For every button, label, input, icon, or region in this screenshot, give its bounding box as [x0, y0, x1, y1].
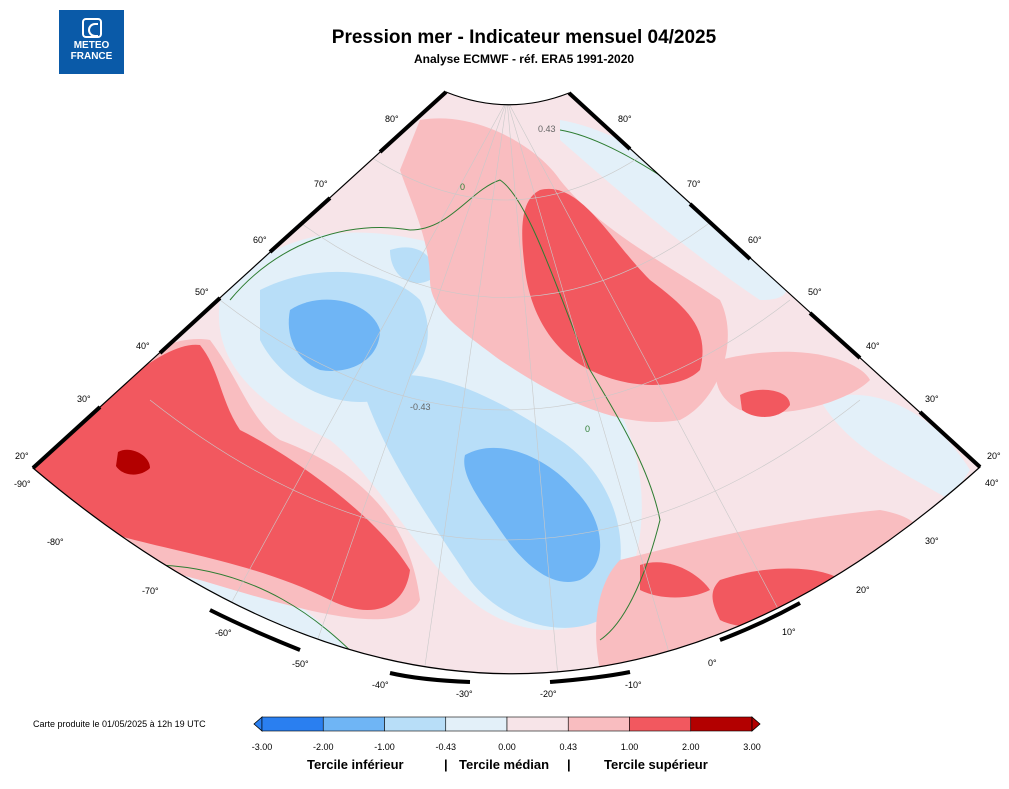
- colorbar-tick-label: -0.43: [435, 742, 457, 752]
- lat-label-left: 50°: [195, 287, 209, 297]
- lon-label: 40°: [985, 478, 999, 488]
- lon-label: 30°: [925, 536, 939, 546]
- colorbar-cell: [629, 716, 692, 732]
- lat-label-left: 60°: [253, 235, 267, 245]
- colorbar-cell: [690, 716, 753, 732]
- latitude-labels: 20° 30° 40° 50° 60° 70° 80° 80° 70° 60° …: [15, 114, 1001, 461]
- lat-label-right: 80°: [618, 114, 632, 124]
- lon-label: 20°: [856, 585, 870, 595]
- colorbar-cell: [322, 716, 385, 732]
- zero-contour-main: [229, 179, 661, 641]
- colorbar: [253, 716, 761, 732]
- map-subtitle: Analyse ECMWF - réf. ERA5 1991-2020: [413, 52, 635, 66]
- lon-label: -70°: [142, 586, 159, 596]
- colorbar-tick-label: 0.00: [498, 742, 516, 752]
- logo-mark-icon: [81, 18, 102, 38]
- colorbar-cell: [261, 716, 324, 732]
- colorbar-tick-label: 1.00: [620, 742, 639, 752]
- colorbar-cell: [567, 716, 630, 732]
- lat-label-left: 80°: [385, 114, 399, 124]
- contour-label: 0: [585, 424, 590, 434]
- greenland-lower-tercile-region: [390, 247, 433, 284]
- colorbar-tick-label: -2.00: [312, 742, 334, 752]
- category-separator: |: [444, 757, 448, 772]
- lat-label-right: 60°: [748, 235, 762, 245]
- lon-label: -50°: [292, 659, 309, 669]
- lat-label-left: 20°: [15, 451, 29, 461]
- lat-label-right: 30°: [925, 394, 939, 404]
- scandinavia-high-region: [522, 188, 703, 385]
- upper-tercile-label: Tercile supérieur: [604, 757, 708, 772]
- lower-tercile-label: Tercile inférieur: [307, 757, 404, 772]
- contour-label: 0.43: [538, 124, 556, 134]
- colorbar-tick-label: 2.00: [681, 742, 700, 752]
- balkan-high-region: [740, 389, 790, 417]
- category-separator: |: [567, 757, 571, 772]
- longitude-labels: -90° -80° -70° -60° -50° -40° -30° -20° …: [14, 478, 999, 699]
- lon-label: -10°: [625, 680, 642, 690]
- lat-label-right: 50°: [808, 287, 822, 297]
- lat-label-left: 70°: [314, 179, 328, 189]
- southwest-atlantic-high-region: [33, 344, 410, 610]
- lon-label: 10°: [782, 627, 796, 637]
- lat-label-right: 20°: [987, 451, 1001, 461]
- mid-atlantic-low-region: [464, 447, 601, 582]
- contour-label: -0.43: [410, 402, 431, 412]
- lon-label: -20°: [540, 689, 557, 699]
- map-title: Pression mer - Indicateur mensuel 04/202…: [331, 27, 717, 48]
- zero-contour-southwest: [159, 564, 361, 661]
- lon-label: -60°: [215, 628, 232, 638]
- gulf-high-region: [116, 449, 150, 475]
- lat-label-right: 70°: [687, 179, 701, 189]
- colorbar-tick-label: -1.00: [374, 742, 395, 752]
- production-credit: Carte produite le 01/05/2025 à 12h 19 UT…: [33, 719, 206, 729]
- colorbar-tick-label: -3.00: [251, 742, 273, 752]
- anomaly-field: [33, 92, 980, 674]
- colorbar-cell: [384, 716, 447, 732]
- logo-line-2: FRANCE: [70, 51, 113, 62]
- lon-label: -90°: [14, 479, 31, 489]
- meteo-france-logo: METEO FRANCE: [59, 10, 124, 74]
- colorbar-cell: [506, 716, 569, 732]
- lat-label-left: 40°: [136, 341, 150, 351]
- frame-ticks: [31, 90, 982, 684]
- lat-label-left: 30°: [77, 394, 91, 404]
- labrador-low-region: [288, 299, 380, 371]
- east-lower-median-region: [820, 394, 970, 500]
- logo-line-1: METEO: [73, 40, 110, 51]
- colorbar-cell: [445, 716, 508, 732]
- map-frame: [32, 91, 981, 675]
- lon-label: 0°: [708, 658, 717, 668]
- lon-label: -40°: [372, 680, 389, 690]
- colorbar-tick-label: 3.00: [743, 742, 761, 752]
- lon-label: -80°: [47, 537, 64, 547]
- libya-high-region: [712, 568, 840, 627]
- lon-label: -30°: [456, 689, 473, 699]
- lat-label-right: 40°: [866, 341, 880, 351]
- colorbar-tick-label: 0.43: [559, 742, 578, 752]
- contour-labels: 0 0 -0.43 0.43: [410, 124, 590, 434]
- colorbar-low-arrow: [253, 716, 263, 732]
- nordic-lower-median-region: [560, 120, 787, 300]
- contour-label: 0: [460, 182, 465, 192]
- colorbar-cells: [261, 716, 753, 732]
- median-tercile-label: Tercile médian: [459, 757, 550, 772]
- north-africa-high-region: [640, 562, 710, 598]
- colorbar-high-arrow: [751, 716, 761, 732]
